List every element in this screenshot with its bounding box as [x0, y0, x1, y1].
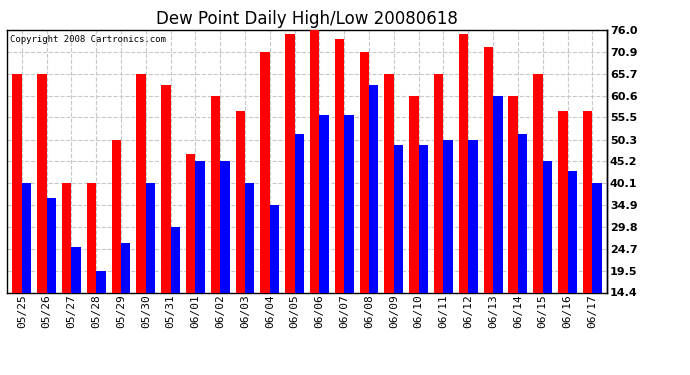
Bar: [344, 115, 354, 354]
Bar: [335, 39, 344, 354]
Bar: [270, 205, 279, 354]
Bar: [62, 183, 71, 354]
Bar: [543, 161, 552, 354]
Bar: [211, 96, 220, 354]
Bar: [310, 30, 319, 354]
Bar: [137, 74, 146, 354]
Bar: [87, 183, 96, 354]
Bar: [161, 86, 170, 354]
Bar: [37, 74, 47, 354]
Bar: [47, 198, 56, 354]
Bar: [121, 243, 130, 354]
Bar: [459, 34, 469, 354]
Bar: [12, 74, 22, 354]
Bar: [195, 161, 205, 354]
Bar: [22, 183, 31, 354]
Bar: [96, 271, 106, 354]
Bar: [220, 161, 230, 354]
Bar: [434, 74, 444, 354]
Bar: [235, 111, 245, 354]
Bar: [319, 115, 329, 354]
Bar: [558, 111, 567, 354]
Bar: [394, 145, 403, 354]
Bar: [518, 134, 527, 354]
Text: Copyright 2008 Cartronics.com: Copyright 2008 Cartronics.com: [10, 35, 166, 44]
Bar: [567, 171, 577, 354]
Bar: [295, 134, 304, 354]
Bar: [112, 140, 121, 354]
Bar: [509, 96, 518, 354]
Bar: [409, 96, 419, 354]
Bar: [245, 183, 255, 354]
Bar: [419, 145, 428, 354]
Bar: [592, 183, 602, 354]
Bar: [260, 52, 270, 354]
Bar: [384, 74, 394, 354]
Bar: [533, 74, 543, 354]
Bar: [493, 96, 502, 354]
Bar: [484, 47, 493, 354]
Bar: [369, 86, 379, 354]
Bar: [170, 227, 180, 354]
Title: Dew Point Daily High/Low 20080618: Dew Point Daily High/Low 20080618: [156, 10, 458, 28]
Bar: [71, 248, 81, 354]
Bar: [444, 140, 453, 354]
Bar: [186, 154, 195, 354]
Bar: [285, 34, 295, 354]
Bar: [583, 111, 592, 354]
Bar: [146, 183, 155, 354]
Bar: [359, 52, 369, 354]
Bar: [469, 140, 477, 354]
